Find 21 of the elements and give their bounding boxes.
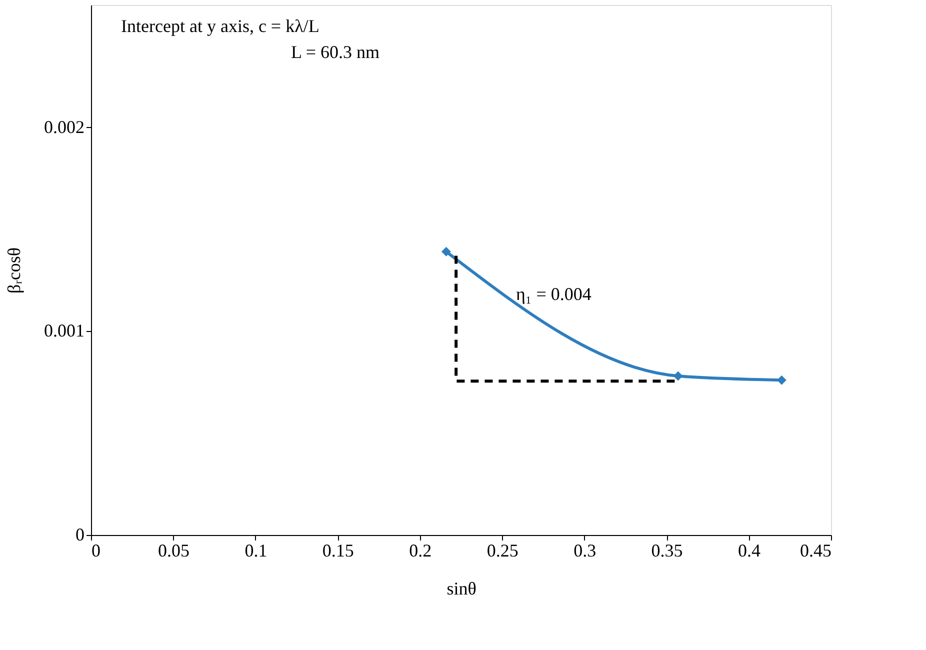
x-tick-label: 0 [92,540,100,560]
x-tick-label: 0.35 [651,540,683,560]
point [441,246,451,256]
x-tick-label: 0.45 [800,540,832,560]
x-tick-label: 0.05 [158,540,190,560]
annotation: η₁ = 0.004 [516,284,592,304]
x-axis-title: sinθ [446,578,476,598]
y-tick-label: 0 [76,524,84,544]
point [776,375,786,385]
y-axis-title: βᵣcosθ [4,248,24,294]
x-tick-label: 0.1 [244,540,268,560]
x-tick-label: 0.25 [486,540,518,560]
y-tick-label: 0.002 [44,116,84,137]
x-tick-label: 0.4 [738,540,761,560]
annotation: Intercept at y axis, c = kλ/L [121,16,320,36]
y-tick-label: 0.001 [44,320,84,341]
point [673,371,683,381]
annotation: L = 60.3 nm [291,42,380,62]
x-tick-label: 0.2 [409,540,432,560]
x-tick-label: 0.15 [322,540,354,560]
x-tick-label: 0.3 [574,540,596,560]
